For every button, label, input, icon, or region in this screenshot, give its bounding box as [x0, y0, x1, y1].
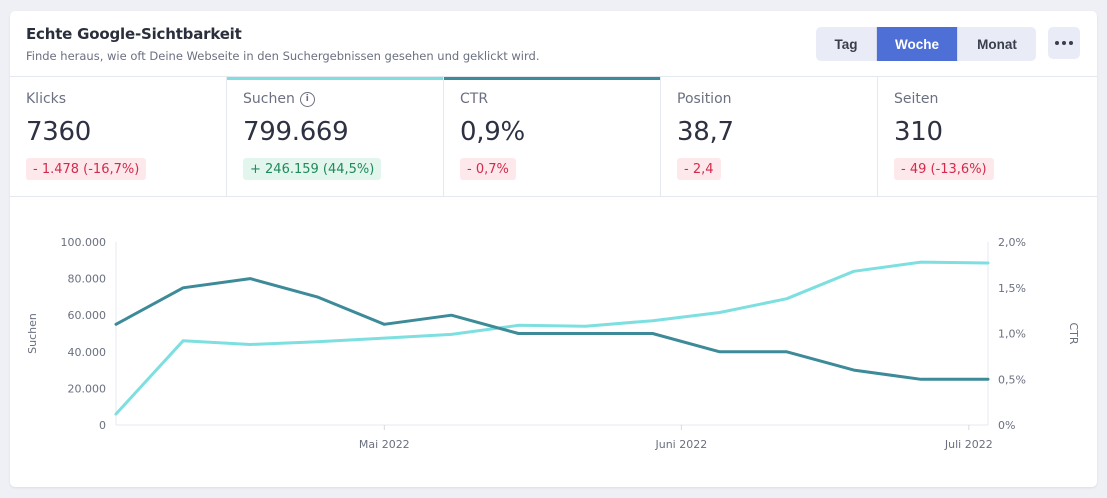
y-tick-label-right: 0,5% — [998, 373, 1026, 386]
metric-value: 310 — [894, 117, 943, 147]
metric-value: 799.669 — [243, 117, 349, 147]
metric-seiten[interactable]: Seiten 310 - 49 (-13,6%) — [878, 77, 1097, 197]
metrics-row: Klicks 7360 - 1.478 (-16,7%) Suchen i 799… — [10, 77, 1097, 197]
metric-suchen[interactable]: Suchen i 799.669 + 246.159 (44,5%) — [227, 77, 444, 197]
more-options-button[interactable] — [1048, 27, 1080, 59]
x-tick-label: Mai 2022 — [359, 438, 410, 451]
y-tick-label-right: 0% — [998, 419, 1015, 432]
metric-label: Position — [677, 91, 732, 107]
more-horizontal-icon — [1055, 41, 1059, 45]
period-woche-button[interactable]: Woche — [876, 27, 957, 61]
period-toggle: Tag Woche Monat — [816, 27, 1036, 61]
metric-label: CTR — [460, 91, 488, 107]
metric-position[interactable]: Position 38,7 - 2,4 — [661, 77, 878, 197]
metric-label-text: Position — [677, 91, 732, 107]
metric-label: Seiten — [894, 91, 938, 107]
more-horizontal-icon-dot — [1062, 41, 1066, 45]
metric-highlight-bar — [444, 77, 660, 80]
metric-value: 38,7 — [677, 117, 734, 147]
visibility-card: Echte Google-Sichtbarkeit Finde heraus, … — [10, 11, 1097, 487]
info-icon[interactable]: i — [299, 91, 315, 107]
metric-label: Suchen i — [243, 91, 315, 107]
metric-value: 0,9% — [460, 117, 525, 147]
y-axis-title-right: CTR — [1067, 322, 1080, 344]
metric-label-text: Seiten — [894, 91, 939, 107]
x-tick-label: Juni 2022 — [654, 438, 707, 451]
card-title: Echte Google-Sichtbarkeit — [26, 25, 242, 43]
y-tick-label-left: 40.000 — [68, 346, 107, 359]
change-badge: - 2,4 — [677, 158, 721, 180]
metric-ctr[interactable]: CTR 0,9% - 0,7% — [444, 77, 661, 197]
y-tick-label-left: 80.000 — [68, 273, 107, 286]
more-horizontal-icon-dot — [1069, 41, 1073, 45]
line-chart: 0 20.000 40.000 60.000 80.000 100.000 0% 0,5% 1,… — [10, 197, 1097, 487]
change-badge: + 246.159 (44,5%) — [243, 158, 382, 180]
metric-label: Klicks — [26, 91, 66, 107]
metric-klicks[interactable]: Klicks 7360 - 1.478 (-16,7%) — [10, 77, 227, 197]
y-tick-label-right: 1,5% — [998, 282, 1026, 295]
card-subtitle: Finde heraus, wie oft Deine Webseite in … — [26, 49, 540, 63]
metric-highlight-bar — [227, 77, 443, 80]
y-tick-label-left: 20.000 — [68, 382, 107, 395]
y-tick-label-left: 0 — [99, 419, 106, 432]
card-header: Echte Google-Sichtbarkeit Finde heraus, … — [10, 11, 1097, 77]
period-tag-button[interactable]: Tag — [816, 27, 876, 61]
y-tick-label-left: 60.000 — [68, 309, 107, 322]
chart-svg: 0 20.000 40.000 60.000 80.000 100.000 0% 0,5% 1,… — [26, 236, 1080, 451]
y-tick-label-left: 100.000 — [61, 236, 107, 249]
period-monat-button[interactable]: Monat — [957, 27, 1036, 61]
change-badge: - 1.478 (-16,7%) — [26, 158, 147, 180]
series-line-suchen — [114, 260, 990, 416]
change-badge: - 0,7% — [460, 158, 516, 180]
metric-label-text: Suchen — [243, 91, 295, 107]
metric-label-text: Klicks — [26, 91, 67, 107]
y-axis-title-left: Suchen — [26, 313, 39, 354]
series-line-ctr — [114, 277, 990, 381]
y-tick-label-right: 2,0% — [998, 236, 1026, 249]
metric-value: 7360 — [26, 117, 91, 147]
metric-label-text: CTR — [460, 91, 489, 107]
change-badge: - 49 (-13,6%) — [894, 158, 994, 180]
y-tick-label-right: 1,0% — [998, 328, 1026, 341]
x-tick-label: Juli 2022 — [944, 438, 993, 451]
